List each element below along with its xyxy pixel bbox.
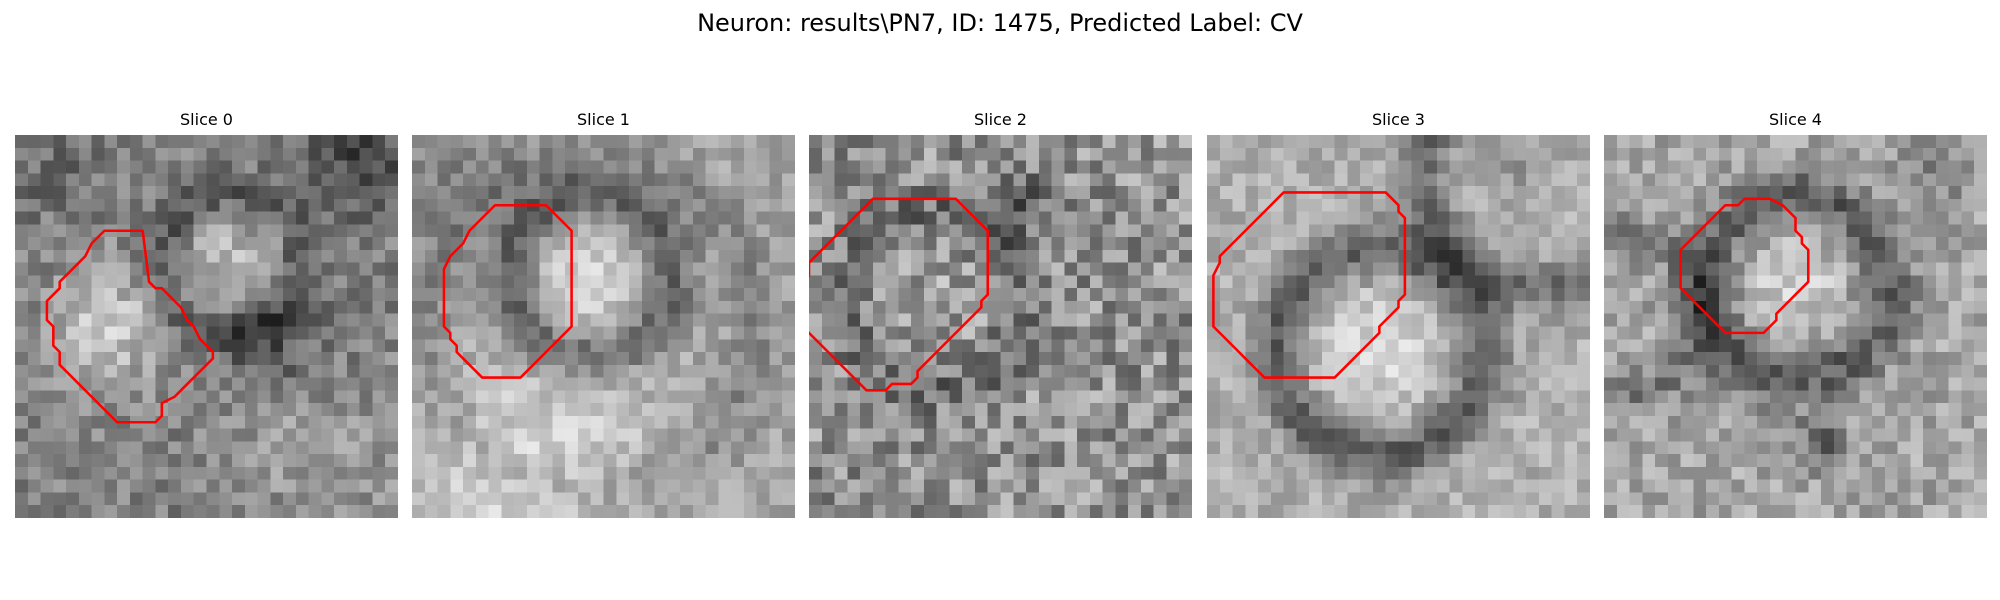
panel-title: Slice 4: [1769, 110, 1822, 129]
contour-outline: [1679, 197, 1810, 335]
slice-image: [15, 135, 398, 518]
panel-slice-1: Slice 1: [412, 108, 795, 518]
panel-slice-2: Slice 2: [809, 108, 1192, 518]
contour-outline: [442, 203, 573, 379]
panel-title: Slice 2: [974, 110, 1027, 129]
panel-title: Slice 0: [180, 110, 233, 129]
panel-slice-3: Slice 3: [1207, 108, 1590, 518]
panel-title: Slice 1: [577, 110, 630, 129]
panel-slice-0: Slice 0: [15, 108, 398, 518]
panel-slice-4: Slice 4: [1604, 108, 1987, 518]
slice-image: [412, 135, 795, 518]
figure-title: Neuron: results\PN7, ID: 1475, Predicted…: [697, 9, 1303, 37]
panel-title: Slice 3: [1372, 110, 1425, 129]
slice-image: [1604, 135, 1987, 518]
contour-outline: [809, 197, 990, 392]
slice-image: [1207, 135, 1590, 518]
slice-image: [809, 135, 1192, 518]
contour-outline: [45, 229, 215, 424]
contour-outline: [1212, 191, 1407, 379]
